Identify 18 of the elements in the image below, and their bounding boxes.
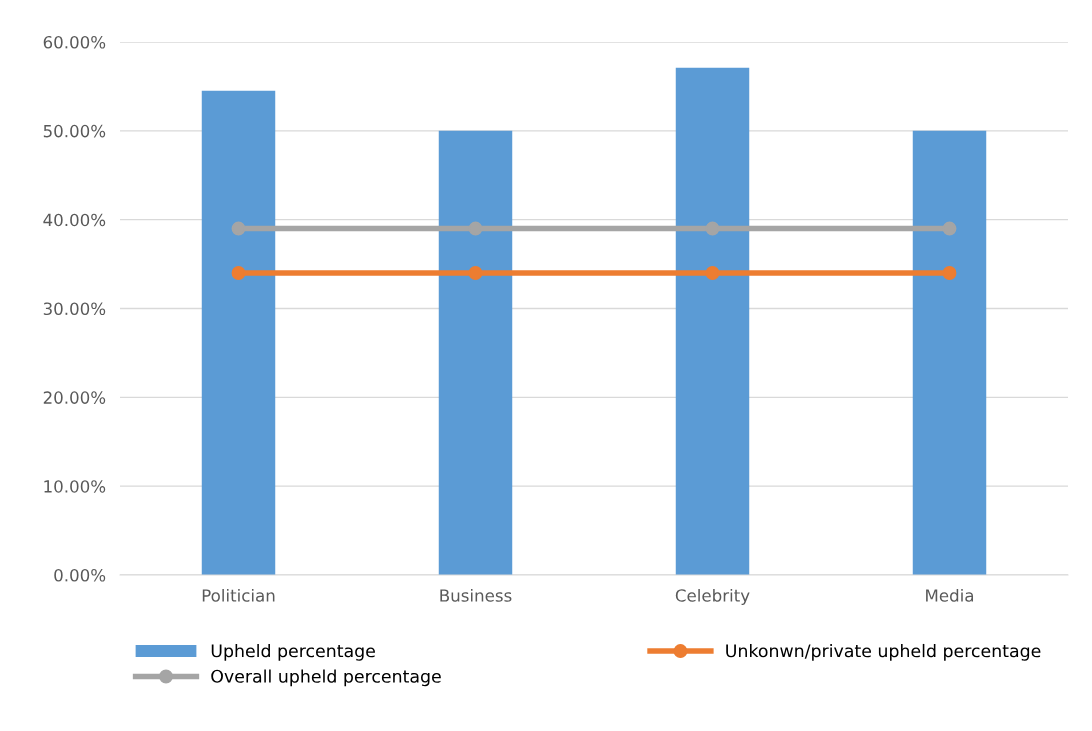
y-tick-label: 0.00%: [54, 568, 106, 582]
y-tick-label: 20.00%: [43, 391, 106, 404]
y-tick-label: 30.00%: [43, 302, 106, 316]
x-tick-label: Media: [926, 588, 974, 602]
bar: [201, 90, 276, 575]
bar: [675, 67, 750, 575]
x-tick-label: Politician: [202, 588, 275, 602]
y-tick-label: 40.00%: [43, 213, 106, 227]
y-tick-label: 10.00%: [44, 480, 106, 493]
x-tick-label: Business: [440, 588, 512, 602]
y-tick-label: 60.00%: [43, 35, 106, 49]
bar: [912, 130, 987, 575]
legend-label: Upheld percentage: [211, 643, 375, 661]
legend-label: Overall upheld percentage: [211, 669, 441, 687]
legend-label: Unkonwn/private upheld percentage: [726, 643, 1041, 661]
y-tick-label: 50.00%: [43, 124, 106, 138]
x-tick-label: Celebrity: [675, 588, 750, 606]
bar: [438, 130, 513, 575]
